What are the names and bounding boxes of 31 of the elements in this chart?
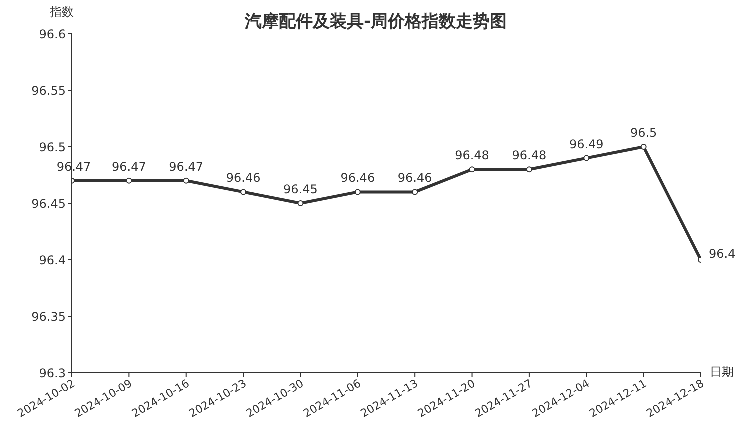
y-tick-label: 96.3 <box>39 366 66 380</box>
data-label: 96.48 <box>455 148 490 163</box>
data-label: 96.45 <box>284 182 318 196</box>
data-label: 96.46 <box>226 171 261 186</box>
point <box>298 200 304 206</box>
y-tick-label: 96.45 <box>32 196 66 211</box>
point <box>640 144 647 150</box>
point <box>526 166 532 173</box>
data-label: 96.4 <box>709 247 736 261</box>
point <box>354 189 361 196</box>
y-tick-label: 96.35 <box>32 310 66 324</box>
data-label: 96.48 <box>512 148 547 163</box>
point <box>412 189 418 196</box>
y-tick-label: 96.4 <box>39 253 66 268</box>
data-label: 96.49 <box>569 137 604 152</box>
data-label: 96.47 <box>169 160 204 174</box>
point <box>240 189 247 196</box>
y-tick-label: 96.5 <box>39 140 66 154</box>
data-label: 96.5 <box>630 126 658 140</box>
point <box>126 178 132 184</box>
chart-title: 汽摩配件及装具-周价格指数走势图 <box>244 12 508 32</box>
data-label: 96.46 <box>398 171 432 186</box>
x-axis-title: 日期 <box>710 364 734 381</box>
point <box>469 166 476 173</box>
data-label: 96.47 <box>112 160 146 174</box>
point <box>183 178 190 184</box>
point <box>584 155 590 162</box>
data-label: 96.46 <box>340 171 376 186</box>
y-tick-label: 96.6 <box>39 27 66 42</box>
y-axis-title: 指数 <box>50 4 74 21</box>
y-tick-label: 96.55 <box>32 84 66 98</box>
